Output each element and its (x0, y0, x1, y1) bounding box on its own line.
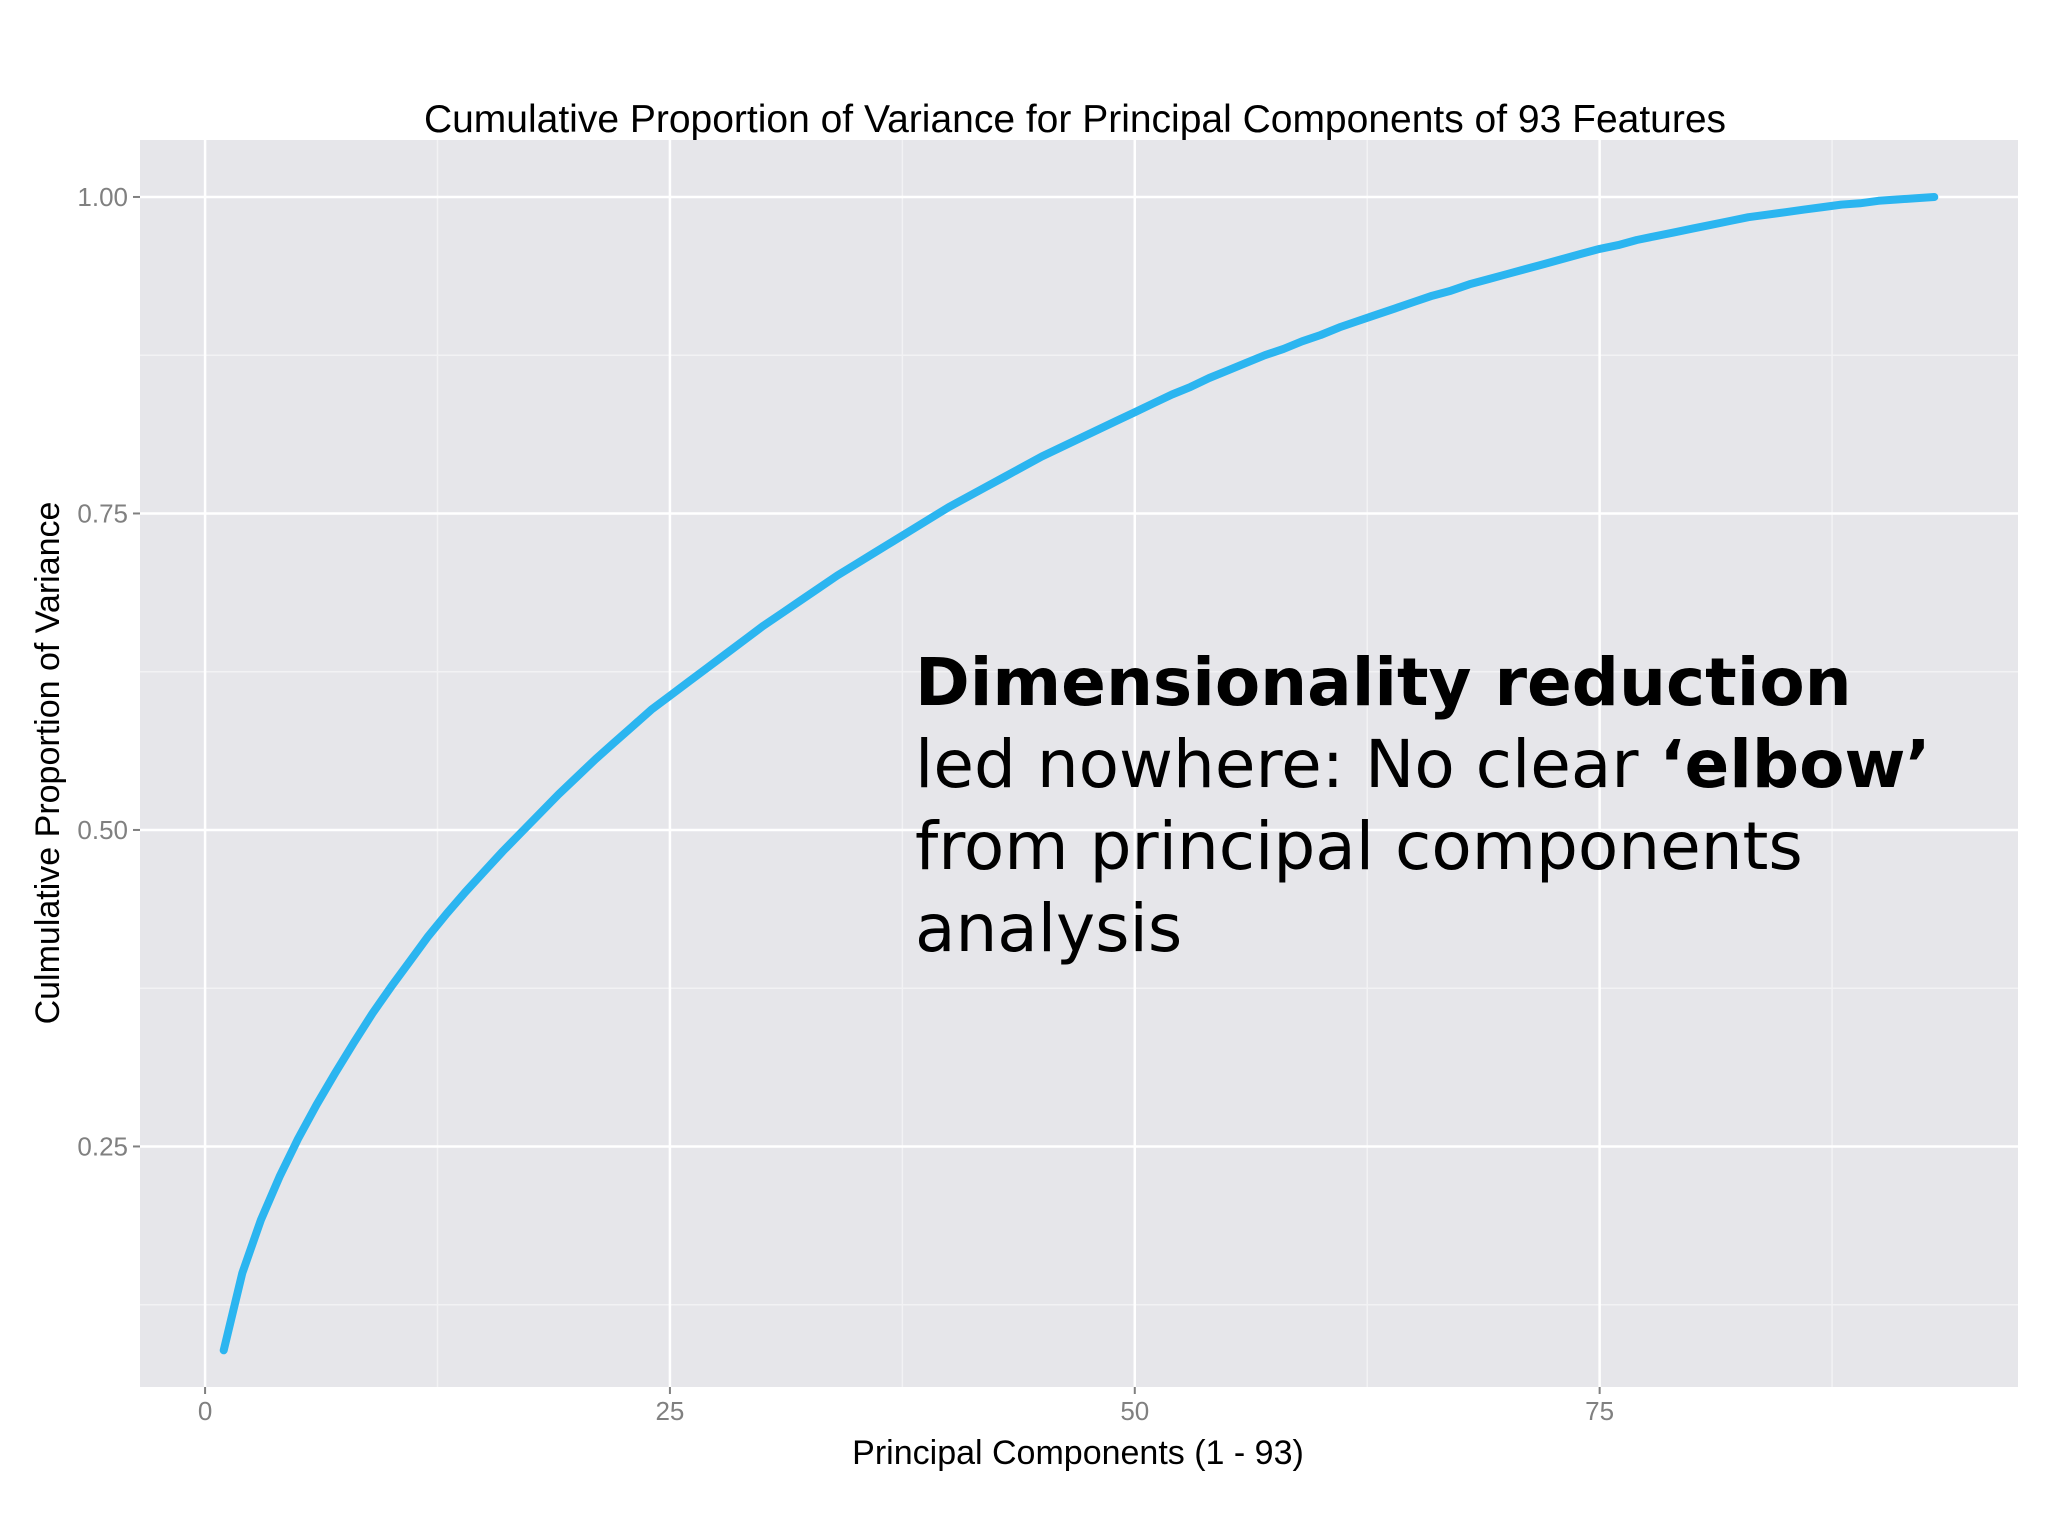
series-line (219, 193, 1939, 1355)
grid-minor (140, 140, 2018, 1387)
y-tick-label: 0.25 (77, 1131, 128, 1161)
x-tick-label: 50 (1120, 1396, 1149, 1426)
annotation-heading: Dimensionality reduction (915, 644, 1852, 721)
annotation-line-2: from principal components analysis (915, 808, 1803, 967)
y-tick-label: 0.50 (77, 815, 128, 845)
annotation-text: Dimensionality reduction led nowhere: No … (915, 642, 1995, 970)
y-tick-label: 0.75 (77, 498, 128, 528)
y-tick-label: 1.00 (77, 182, 128, 212)
plot-panel (140, 140, 2018, 1387)
chart-title: Cumulative Proportion of Variance for Pr… (424, 98, 1726, 141)
grid-major (140, 140, 2018, 1387)
annotation-emphasis: ‘elbow’ (1659, 726, 1931, 803)
series-layer (219, 193, 1939, 1355)
x-tick-label: 75 (1585, 1396, 1614, 1426)
y-axis-title: Culmulative Proportion of Variance (29, 502, 67, 1025)
x-tick-label: 0 (198, 1396, 212, 1426)
axis-ticks: 0 25 50 75 0.25 0.50 0.75 1.00 (77, 182, 1614, 1426)
annotation-line-1: led nowhere: No clear (915, 726, 1660, 803)
x-tick-label: 25 (655, 1396, 684, 1426)
x-axis-title: Principal Components (1 - 93) (852, 1434, 1304, 1472)
